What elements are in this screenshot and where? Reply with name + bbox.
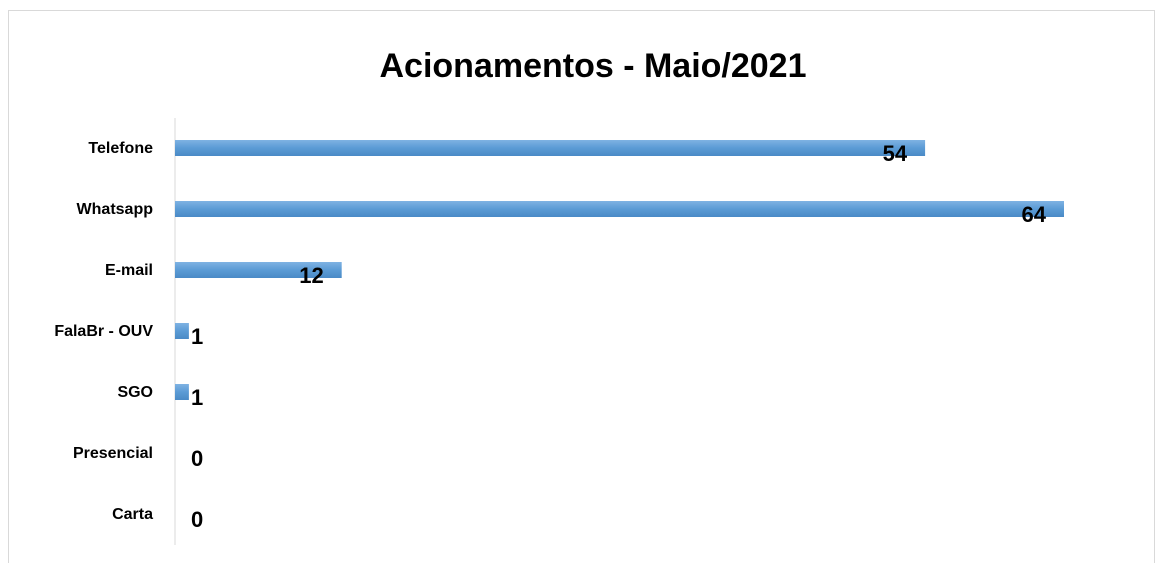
y-tick-label: Presencial: [73, 445, 153, 462]
data-label: 64: [1022, 202, 1047, 227]
chart-frame: [8, 10, 1155, 563]
data-label: 54: [883, 141, 908, 166]
y-tick-label: SGO: [117, 384, 153, 401]
y-tick-label: Telefone: [88, 140, 153, 157]
data-label: 0: [191, 446, 203, 471]
y-tick-label: E-mail: [105, 262, 153, 279]
bar: [175, 262, 342, 278]
y-tick-label: FalaBr - OUV: [54, 323, 153, 340]
data-label: 12: [299, 263, 323, 288]
bar: [175, 201, 1064, 217]
data-label: 1: [191, 385, 203, 410]
bar: [175, 384, 189, 400]
bar: [175, 323, 189, 339]
bar: [175, 140, 926, 156]
data-label: 1: [191, 324, 203, 349]
chart-title: Acionamentos - Maio/2021: [379, 47, 806, 85]
y-tick-label: Whatsapp: [77, 201, 154, 218]
data-label: 0: [191, 507, 203, 532]
y-tick-label: Carta: [112, 506, 153, 523]
